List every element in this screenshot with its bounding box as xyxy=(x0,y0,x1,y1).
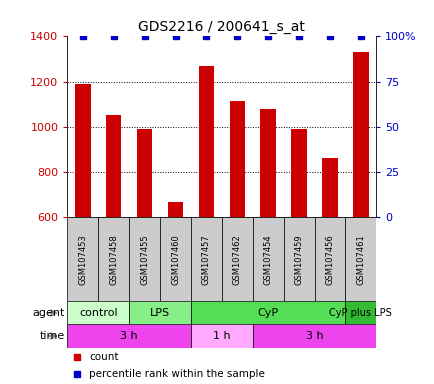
Bar xyxy=(191,217,221,301)
Text: GSM107457: GSM107457 xyxy=(201,234,210,285)
Text: time: time xyxy=(40,331,65,341)
Text: percentile rank within the sample: percentile rank within the sample xyxy=(89,369,264,379)
Bar xyxy=(168,202,183,217)
Text: agent: agent xyxy=(33,308,65,318)
Text: control: control xyxy=(79,308,117,318)
Text: 1 h: 1 h xyxy=(213,331,230,341)
Text: GSM107461: GSM107461 xyxy=(355,234,365,285)
Bar xyxy=(106,116,121,217)
Bar xyxy=(137,129,152,217)
Bar xyxy=(98,217,129,301)
Text: LPS: LPS xyxy=(150,308,170,318)
Text: GSM107458: GSM107458 xyxy=(109,234,118,285)
Bar xyxy=(291,129,306,217)
Bar xyxy=(129,301,191,324)
Bar xyxy=(221,217,252,301)
Text: GSM107455: GSM107455 xyxy=(140,234,149,285)
Text: GSM107459: GSM107459 xyxy=(294,234,303,285)
Bar xyxy=(198,66,214,217)
Bar xyxy=(252,324,375,348)
Bar xyxy=(352,52,368,217)
Bar xyxy=(229,101,244,217)
Bar xyxy=(314,217,345,301)
Text: GSM107460: GSM107460 xyxy=(171,234,180,285)
Bar xyxy=(191,324,252,348)
Text: GSM107453: GSM107453 xyxy=(78,234,87,285)
Text: GSM107456: GSM107456 xyxy=(325,234,334,285)
Bar xyxy=(260,109,275,217)
Text: CyP: CyP xyxy=(257,308,278,318)
Bar xyxy=(252,217,283,301)
Text: CyP plus LPS: CyP plus LPS xyxy=(329,308,391,318)
Bar xyxy=(67,217,98,301)
Text: GSM107454: GSM107454 xyxy=(263,234,272,285)
Bar xyxy=(283,217,314,301)
Bar xyxy=(67,324,191,348)
Bar xyxy=(129,217,160,301)
Bar xyxy=(345,217,375,301)
Bar xyxy=(160,217,191,301)
Text: GSM107462: GSM107462 xyxy=(232,234,241,285)
Bar xyxy=(345,301,375,324)
Title: GDS2216 / 200641_s_at: GDS2216 / 200641_s_at xyxy=(138,20,305,34)
Bar xyxy=(191,301,345,324)
Text: count: count xyxy=(89,352,118,362)
Bar xyxy=(322,158,337,217)
Bar xyxy=(67,301,129,324)
Text: 3 h: 3 h xyxy=(120,331,138,341)
Text: 3 h: 3 h xyxy=(305,331,322,341)
Bar xyxy=(75,84,90,217)
